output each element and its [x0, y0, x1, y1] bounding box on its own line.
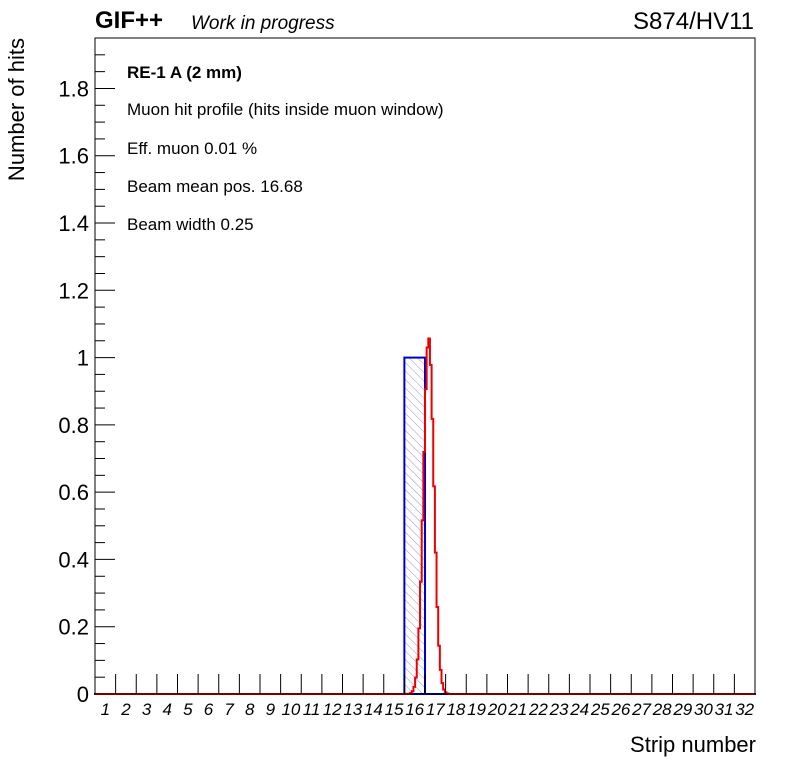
x-tick-label: 5: [183, 700, 193, 719]
x-tick-label: 26: [610, 700, 630, 719]
y-axis: 0 0.2 0.4 0.6 0.8 1 1.2 1.4 1.6 1.8: [58, 37, 115, 707]
annotation-beam-mean: Beam mean pos. 16.68: [127, 177, 303, 196]
x-tick-label: 23: [549, 700, 569, 719]
y-tick-label: 1.8: [58, 76, 89, 101]
status-label: Work in progress: [191, 13, 335, 34]
x-tick-label: 14: [364, 700, 383, 719]
y-tick-label: 1: [77, 346, 89, 371]
annotation-beam-width: Beam width 0.25: [127, 215, 254, 234]
y-tick-label: 0: [77, 682, 89, 707]
x-axis-title: Strip number: [630, 732, 756, 757]
x-axis: 1 2 3 4 5 6 7 8 9 10 11 12 13 14 15 16 17 18 19 20 21 22 23 24 2…: [94, 674, 756, 719]
x-tick-label: 27: [631, 700, 651, 719]
x-tick-label: 16: [405, 700, 424, 719]
annotation-efficiency: Eff. muon 0.01 %: [127, 139, 257, 158]
x-tick-label: 7: [224, 700, 234, 719]
x-tick-label: 30: [694, 700, 713, 719]
y-tick-label: 0.4: [58, 547, 89, 572]
x-tick-label: 21: [507, 700, 527, 719]
brand-label: GIF++: [95, 7, 163, 34]
x-tick-label: 4: [162, 700, 171, 719]
y-tick-label: 0.8: [58, 413, 89, 438]
y-tick-label: 0.2: [58, 615, 89, 640]
x-tick-label: 28: [652, 700, 672, 719]
y-tick-label: 1.4: [58, 211, 89, 236]
x-tick-label: 3: [142, 700, 152, 719]
x-tick-label: 29: [672, 700, 692, 719]
annotation-profile: Muon hit profile (hits inside muon windo…: [127, 100, 444, 119]
y-tick-label: 0.6: [58, 480, 89, 505]
annotation-title: RE-1 A (2 mm): [127, 63, 242, 82]
x-tick-label: 25: [590, 700, 610, 719]
run-label: S874/HV11: [633, 8, 754, 35]
x-tick-label: 19: [467, 700, 486, 719]
x-tick-label: 9: [266, 700, 276, 719]
y-axis-title: Number of hits: [4, 38, 29, 181]
x-tick-label: 1: [101, 700, 110, 719]
x-tick-label: 8: [245, 700, 255, 719]
x-tick-label: 20: [487, 700, 507, 719]
x-tick-label: 24: [569, 700, 589, 719]
x-tick-label: 13: [343, 700, 362, 719]
x-tick-label: 32: [735, 700, 754, 719]
y-tick-label: 1.2: [58, 278, 89, 303]
x-tick-label: 10: [281, 700, 300, 719]
x-tick-label: 6: [204, 700, 214, 719]
x-tick-label: 11: [303, 700, 321, 719]
x-tick-label: 12: [323, 700, 342, 719]
x-tick-label: 31: [715, 700, 734, 719]
x-tick-label: 18: [446, 700, 465, 719]
y-tick-label: 1.6: [58, 144, 89, 169]
x-tick-label: 22: [528, 700, 548, 719]
x-tick-label: 15: [385, 700, 404, 719]
x-tick-label: 2: [120, 700, 131, 719]
x-tick-label: 17: [426, 700, 445, 719]
